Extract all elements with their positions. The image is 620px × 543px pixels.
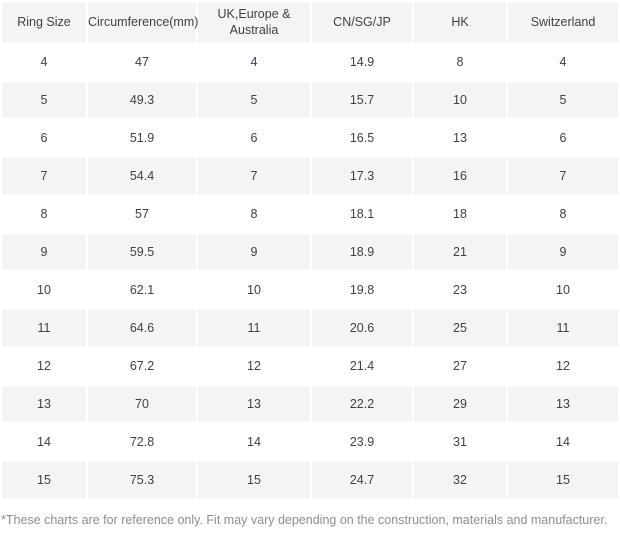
table-cell: 5 xyxy=(2,82,86,118)
table-cell: 15 xyxy=(2,462,86,498)
table-cell: 4 xyxy=(198,44,310,80)
table-cell: 51.9 xyxy=(88,120,196,156)
table-cell: 14 xyxy=(508,424,618,460)
column-header: Ring Size xyxy=(2,2,86,42)
table-cell: 23 xyxy=(414,272,506,308)
ring-size-conversion-table: Ring Size Circumference(mm) UK,Europe & Au… xyxy=(2,2,618,498)
table-cell: 12 xyxy=(198,348,310,384)
table-cell: 70 xyxy=(88,386,196,422)
table-cell: 8 xyxy=(2,196,86,232)
table-cell: 7 xyxy=(508,158,618,194)
table-row: 6 51.9 6 16.5 13 6 xyxy=(2,120,618,156)
table-cell: 9 xyxy=(2,234,86,270)
table-cell: 15 xyxy=(198,462,310,498)
table-cell: 6 xyxy=(198,120,310,156)
table-cell: 13 xyxy=(2,386,86,422)
table-row: 12 67.2 12 21.4 27 12 xyxy=(2,348,618,384)
table-cell: 8 xyxy=(414,44,506,80)
table-cell: 72.8 xyxy=(88,424,196,460)
footnote-text: *These charts are for reference only. Fi… xyxy=(1,513,608,527)
table-cell: 20.6 xyxy=(312,310,412,346)
table-cell: 16.5 xyxy=(312,120,412,156)
table-cell: 4 xyxy=(2,44,86,80)
table-cell: 47 xyxy=(88,44,196,80)
table-cell: 25 xyxy=(414,310,506,346)
table-cell: 67.2 xyxy=(88,348,196,384)
table-row: 14 72.8 14 23.9 31 14 xyxy=(2,424,618,460)
table-cell: 10 xyxy=(414,82,506,118)
table-cell: 64.6 xyxy=(88,310,196,346)
table-cell: 13 xyxy=(414,120,506,156)
table-header-row: Ring Size Circumference(mm) UK,Europe & Au… xyxy=(2,2,618,42)
table-cell: 8 xyxy=(508,196,618,232)
table-row: 7 54.4 7 17.3 16 7 xyxy=(2,158,618,194)
table-cell: 5 xyxy=(508,82,618,118)
table-cell: 8 xyxy=(198,196,310,232)
table-row: 5 49.3 5 15.7 10 5 xyxy=(2,82,618,118)
table-row: 9 59.5 9 18.9 21 9 xyxy=(2,234,618,270)
table-cell: 9 xyxy=(198,234,310,270)
table-cell: 11 xyxy=(198,310,310,346)
column-header: HK xyxy=(414,2,506,42)
table-cell: 16 xyxy=(414,158,506,194)
table-row: 4 47 4 14.9 8 4 xyxy=(2,44,618,80)
table-cell: 18 xyxy=(414,196,506,232)
table-cell: 62.1 xyxy=(88,272,196,308)
column-header: Circumference(mm) xyxy=(88,2,198,42)
table-cell: 18.9 xyxy=(312,234,412,270)
table-cell: 18.1 xyxy=(312,196,412,232)
table-cell: 12 xyxy=(2,348,86,384)
table-cell: 49.3 xyxy=(88,82,196,118)
table-cell: 15 xyxy=(508,462,618,498)
table-cell: 10 xyxy=(2,272,86,308)
table-row: 15 75.3 15 24.7 32 15 xyxy=(2,462,618,498)
table-cell: 5 xyxy=(198,82,310,118)
table-cell: 29 xyxy=(414,386,506,422)
table-cell: 14 xyxy=(198,424,310,460)
table-cell: 17.3 xyxy=(312,158,412,194)
table-cell: 32 xyxy=(414,462,506,498)
table-cell: 59.5 xyxy=(88,234,196,270)
table-cell: 6 xyxy=(2,120,86,156)
table-header: Ring Size Circumference(mm) UK,Europe & Au… xyxy=(2,2,618,42)
table-cell: 31 xyxy=(414,424,506,460)
column-header: CN/SG/JP xyxy=(312,2,412,42)
column-header: Switzerland xyxy=(508,2,618,42)
table-cell: 75.3 xyxy=(88,462,196,498)
table-cell: 27 xyxy=(414,348,506,384)
table-row: 10 62.1 10 19.8 23 10 xyxy=(2,272,618,308)
table-cell: 21 xyxy=(414,234,506,270)
table-cell: 9 xyxy=(508,234,618,270)
table-cell: 57 xyxy=(88,196,196,232)
table-cell: 14 xyxy=(2,424,86,460)
table-cell: 14.9 xyxy=(312,44,412,80)
table-cell: 22.2 xyxy=(312,386,412,422)
table-row: 11 64.6 11 20.6 25 11 xyxy=(2,310,618,346)
table-row: 8 57 8 18.1 18 8 xyxy=(2,196,618,232)
table-cell: 7 xyxy=(198,158,310,194)
column-header: UK,Europe & Australia xyxy=(198,2,310,42)
table-cell: 11 xyxy=(508,310,618,346)
table-row: 13 70 13 22.2 29 13 xyxy=(2,386,618,422)
table-cell: 21.4 xyxy=(312,348,412,384)
table-cell: 6 xyxy=(508,120,618,156)
table-cell: 15.7 xyxy=(312,82,412,118)
table-cell: 10 xyxy=(198,272,310,308)
table-cell: 12 xyxy=(508,348,618,384)
table-cell: 10 xyxy=(508,272,618,308)
table-cell: 24.7 xyxy=(312,462,412,498)
table-cell: 11 xyxy=(2,310,86,346)
table-cell: 19.8 xyxy=(312,272,412,308)
table-cell: 13 xyxy=(508,386,618,422)
table-cell: 4 xyxy=(508,44,618,80)
table-cell: 23.9 xyxy=(312,424,412,460)
table-cell: 13 xyxy=(198,386,310,422)
table-cell: 7 xyxy=(2,158,86,194)
table-cell: 54.4 xyxy=(88,158,196,194)
